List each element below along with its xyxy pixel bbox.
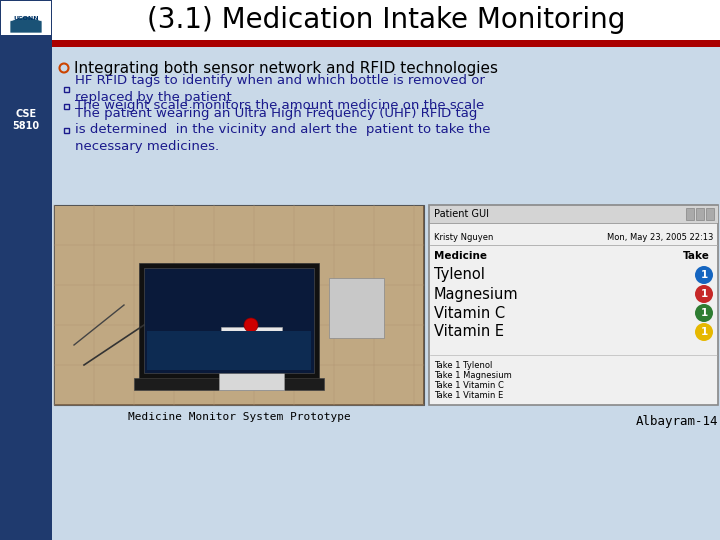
Bar	[429, 205, 718, 223]
Bar	[52, 0, 720, 40]
Bar	[221, 327, 282, 335]
Text: 1: 1	[701, 270, 708, 280]
Text: 1: 1	[701, 327, 708, 337]
Text: Patient GUI: Patient GUI	[434, 209, 489, 219]
Text: Kristy Nguyen: Kristy Nguyen	[434, 233, 493, 241]
Text: HF RFID tags to identify when and which bottle is removed or
replaced by the pat: HF RFID tags to identify when and which …	[75, 74, 485, 104]
Circle shape	[695, 266, 713, 284]
Circle shape	[244, 318, 258, 332]
Bar	[219, 330, 284, 390]
Bar	[329, 278, 384, 338]
Bar	[134, 378, 324, 390]
Text: Integrating both sensor network and RFID technologies: Integrating both sensor network and RFID…	[74, 60, 498, 76]
Text: Vitamin E: Vitamin E	[434, 325, 504, 340]
Bar	[1, 1, 51, 35]
Bar	[429, 205, 718, 405]
Text: Take 1 Vitamin C: Take 1 Vitamin C	[434, 381, 504, 390]
Text: Mon, May 23, 2005 22:13: Mon, May 23, 2005 22:13	[607, 233, 713, 241]
Bar	[706, 208, 714, 220]
Bar	[147, 331, 311, 370]
Bar	[54, 205, 424, 405]
Bar	[55, 206, 423, 404]
Text: Magnesium: Magnesium	[434, 287, 518, 301]
Bar	[64, 127, 69, 132]
Text: Take 1 Vitamin E: Take 1 Vitamin E	[434, 392, 503, 401]
Polygon shape	[0, 0, 52, 540]
Bar	[64, 104, 69, 109]
Bar	[64, 86, 69, 91]
Text: Albayram-14: Albayram-14	[636, 415, 718, 429]
Text: 1: 1	[701, 308, 708, 318]
Circle shape	[695, 285, 713, 303]
Text: The patient wearing an Ultra High Frequency (UHF) RFID tag
is determined  in the: The patient wearing an Ultra High Freque…	[75, 107, 490, 153]
Bar	[139, 263, 319, 378]
Text: 1: 1	[701, 289, 708, 299]
Text: Take: Take	[683, 251, 710, 261]
Text: Medicine: Medicine	[434, 251, 487, 261]
Bar	[696, 208, 704, 220]
Text: (3.1) Medication Intake Monitoring: (3.1) Medication Intake Monitoring	[147, 6, 625, 34]
Bar	[52, 40, 720, 47]
Bar	[686, 208, 694, 220]
Circle shape	[695, 304, 713, 322]
Text: Medicine Monitor System Prototype: Medicine Monitor System Prototype	[127, 412, 351, 422]
Text: Take 1 Magnesium: Take 1 Magnesium	[434, 372, 512, 381]
Text: The weight scale monitors the amount medicine on the scale: The weight scale monitors the amount med…	[75, 99, 485, 112]
Text: Vitamin C: Vitamin C	[434, 306, 505, 321]
Polygon shape	[10, 16, 42, 33]
Text: Take 1 Tylenol: Take 1 Tylenol	[434, 361, 492, 370]
Text: CSE
5810: CSE 5810	[12, 109, 40, 131]
Bar	[144, 268, 314, 373]
Text: Tylenol: Tylenol	[434, 267, 485, 282]
Text: UCONN: UCONN	[13, 16, 39, 21]
Circle shape	[695, 323, 713, 341]
